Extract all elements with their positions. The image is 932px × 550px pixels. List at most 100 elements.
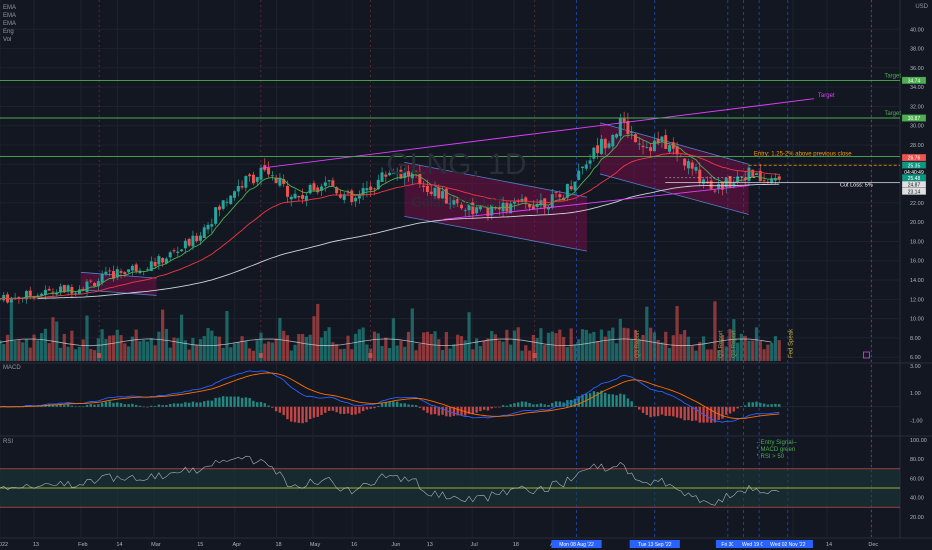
- candle-body: [486, 208, 490, 217]
- candle-body: [316, 187, 320, 193]
- candle-body: [365, 188, 369, 191]
- indicator-ema-3[interactable]: EMA: [3, 21, 17, 27]
- volume-bar: [55, 321, 59, 361]
- volume-bar: [32, 334, 36, 361]
- candle-body: [569, 186, 573, 190]
- candle-body: [599, 138, 603, 154]
- volume-bar: [414, 350, 418, 361]
- candle-body: [369, 186, 373, 191]
- price-tick-label: 20.00: [910, 220, 924, 226]
- volume-bar: [690, 346, 694, 361]
- volume-bar: [569, 328, 573, 361]
- macd-histogram-bar: [369, 406, 372, 409]
- candle-body: [172, 250, 176, 252]
- candle-body: [452, 200, 456, 205]
- macd-histogram-bar: [316, 406, 319, 417]
- candle-body: [36, 295, 40, 297]
- macd-histogram-bar: [267, 405, 270, 407]
- macd-histogram-bar: [679, 406, 683, 419]
- macd-pane[interactable]: [0, 370, 900, 424]
- candle-body: [675, 146, 679, 155]
- candle-body: [384, 174, 388, 177]
- macd-histogram-bar: [100, 402, 104, 407]
- macd-histogram-bar: [184, 402, 187, 407]
- macd-histogram-bar: [169, 403, 172, 407]
- indicator-ema-2[interactable]: EMA: [3, 13, 17, 19]
- volume-bar: [221, 347, 225, 361]
- rsi-pane[interactable]: [0, 455, 900, 508]
- macd-histogram-bar: [600, 390, 603, 407]
- candle-body: [558, 194, 562, 198]
- volume-bar: [157, 331, 161, 361]
- macd-histogram-bar: [430, 406, 433, 415]
- macd-histogram-bar: [660, 406, 664, 415]
- candle-body: [528, 204, 532, 208]
- price-tick-label: 32.00: [910, 104, 924, 110]
- macd-histogram-bar: [630, 401, 633, 407]
- macd-histogram-bar: [675, 406, 679, 418]
- candle-body: [17, 296, 21, 299]
- rsi-label: RSI: [3, 439, 14, 445]
- macd-histogram-bar: [728, 406, 732, 414]
- candle-body: [395, 172, 399, 175]
- macd-histogram-bar: [365, 406, 369, 410]
- candle-body: [77, 289, 81, 294]
- q3-report-label: Q3 Report: [732, 330, 738, 358]
- macd-histogram-bar: [509, 404, 512, 407]
- candle-body: [766, 181, 770, 183]
- macd-histogram-bar: [418, 406, 422, 408]
- volume-bar: [5, 334, 10, 361]
- candle-body: [668, 145, 672, 152]
- macd-histogram-bar: [634, 405, 637, 407]
- macd-histogram-bar: [683, 406, 686, 421]
- macd-histogram-bar: [736, 406, 739, 409]
- price-tag-label: 04:40:49: [904, 170, 924, 176]
- volume-bar: [285, 335, 290, 361]
- volume-bar: [217, 336, 221, 361]
- macd-histogram-bar: [78, 406, 81, 407]
- volume-ma-line: [0, 338, 772, 347]
- macd-histogram-bar: [233, 396, 236, 407]
- volume-bar: [527, 350, 532, 361]
- volume-bar: [611, 327, 615, 361]
- volume-bar: [630, 339, 634, 361]
- volume-bar: [467, 312, 471, 361]
- macd-histogram-bar: [414, 405, 418, 407]
- candle-body: [584, 164, 588, 169]
- volume-bar: [516, 327, 520, 361]
- candle-body: [399, 169, 403, 179]
- volume-bar: [58, 347, 63, 361]
- macd-histogram-bar: [554, 401, 558, 407]
- macd-histogram-bar: [373, 406, 376, 409]
- volume-bar: [478, 346, 482, 361]
- candle-body: [372, 188, 376, 190]
- macd-histogram-bar: [85, 404, 89, 407]
- macd-histogram-bar: [558, 401, 562, 407]
- candle-body: [331, 180, 335, 186]
- macd-histogram-bar: [467, 406, 471, 414]
- indicator-ema-1[interactable]: EMA: [3, 5, 17, 11]
- indicator-eng[interactable]: Eng: [3, 29, 14, 35]
- candle-body: [573, 181, 577, 191]
- volume-bar: [187, 349, 191, 361]
- macd-histogram-bar: [308, 406, 312, 420]
- macd-histogram-bar: [766, 404, 770, 407]
- indicator-vol[interactable]: Vol: [3, 37, 12, 43]
- volume-bar: [539, 328, 543, 361]
- candle-body: [187, 238, 191, 246]
- volume-bar: [108, 335, 112, 361]
- candle-body: [459, 204, 463, 209]
- time-highlight: [762, 540, 813, 548]
- volume-bar: [92, 350, 97, 361]
- candle-body: [482, 206, 486, 208]
- price-tick-label: 10.00: [910, 317, 924, 323]
- volume-bar: [96, 338, 100, 361]
- candle-body: [62, 284, 66, 293]
- macd-histogram-bar: [93, 404, 96, 407]
- macd-tick-label: 1.00: [910, 391, 921, 397]
- volume-bar: [342, 348, 346, 361]
- candle-body: [130, 265, 134, 271]
- volume-bar: [240, 336, 244, 361]
- candle-body: [603, 138, 607, 149]
